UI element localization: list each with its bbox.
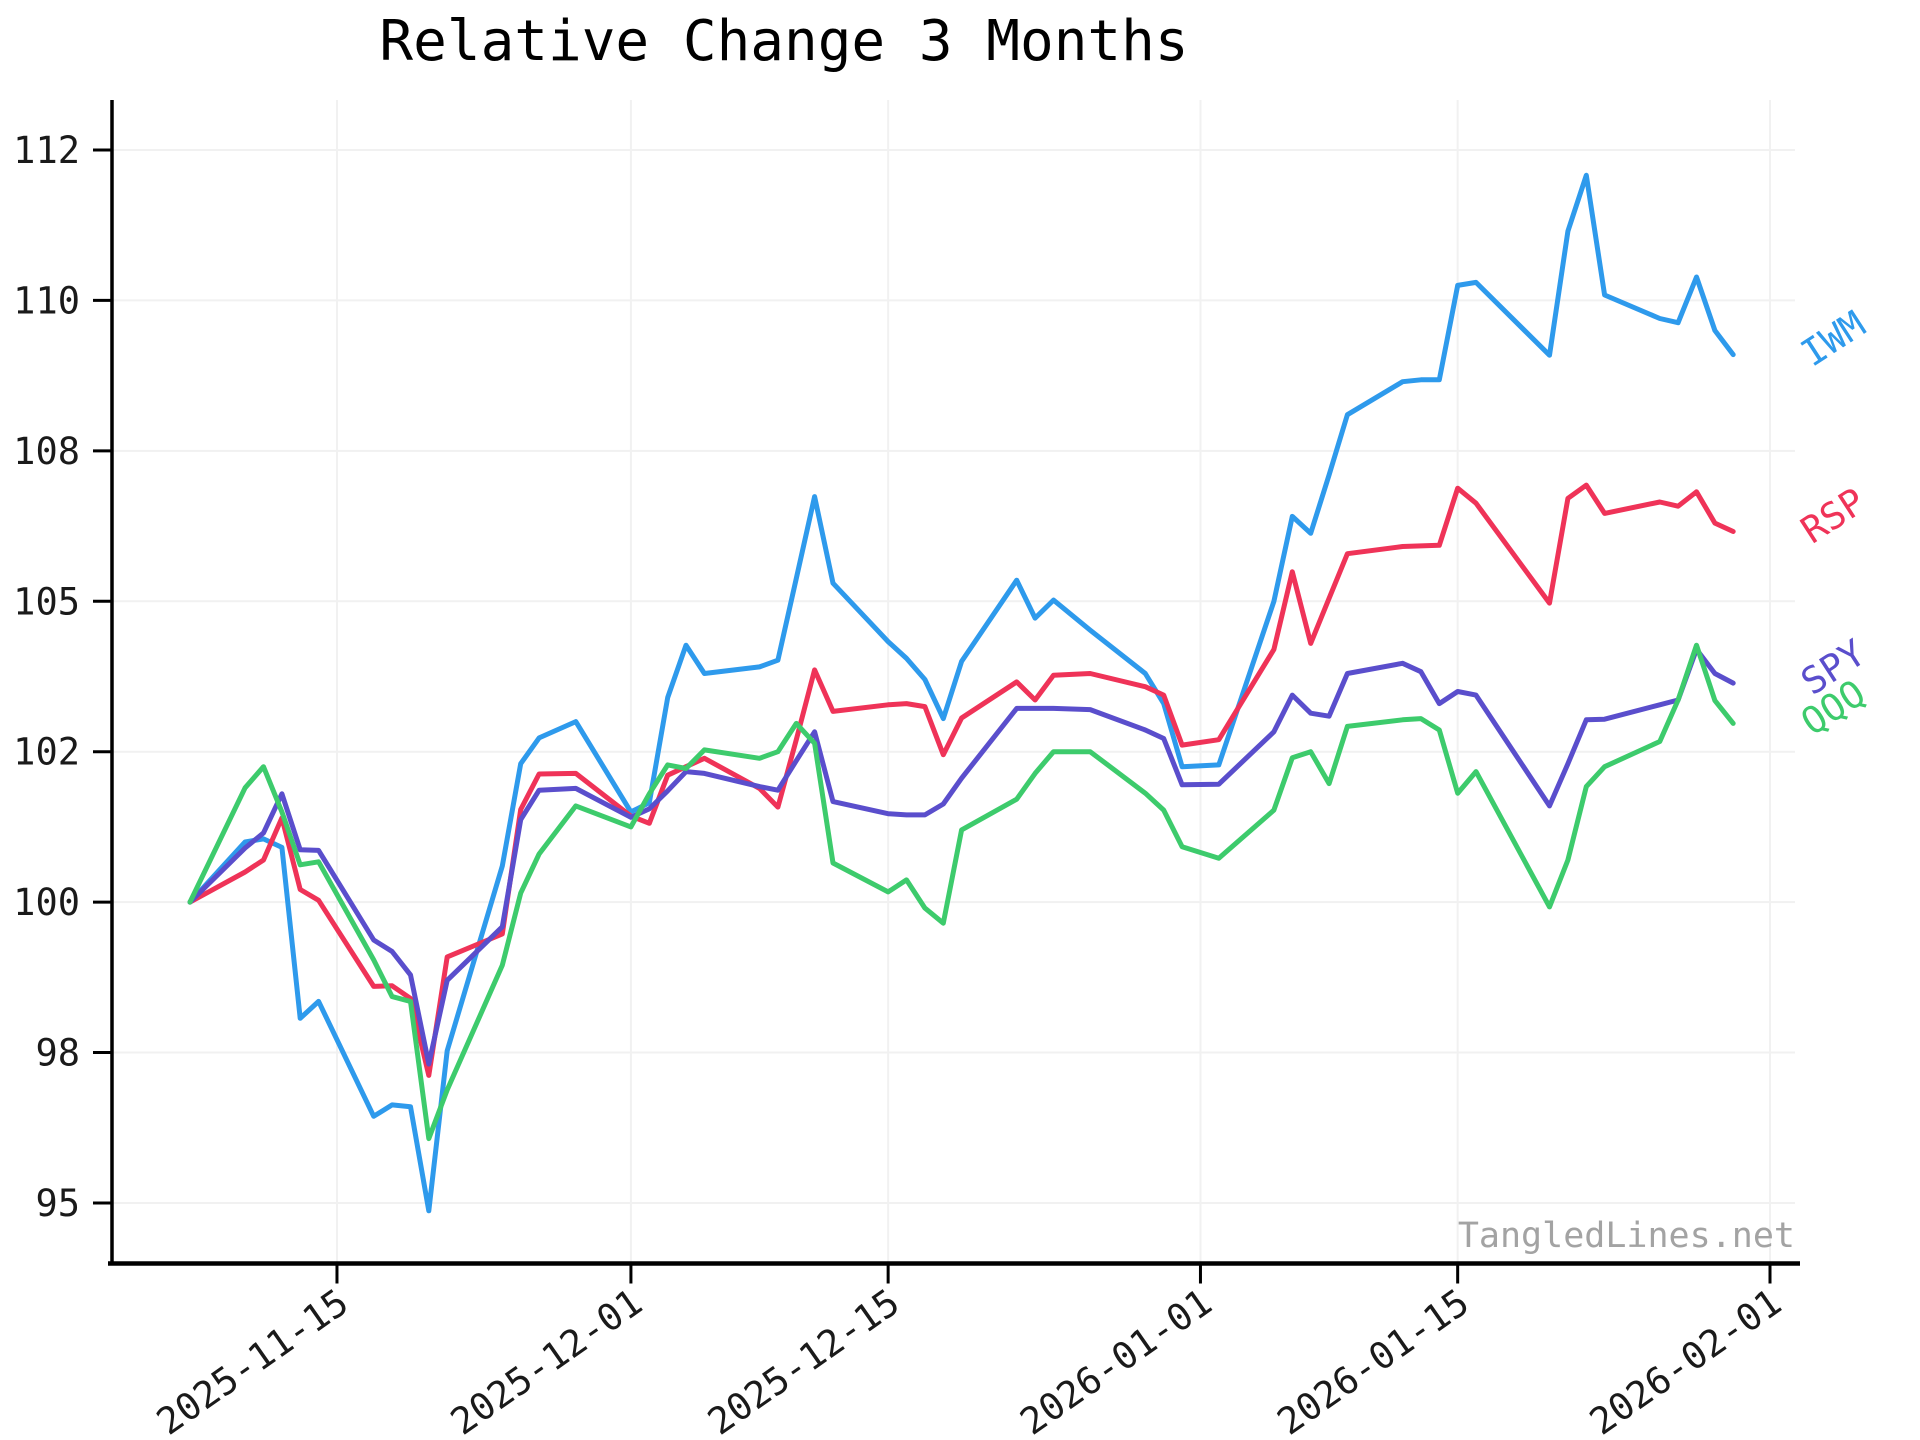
series-line-qqq [187, 642, 1736, 1142]
y-tick-label: 112 [13, 129, 80, 172]
series-lines [187, 172, 1736, 1214]
watermark: TangledLines.net [1458, 1216, 1795, 1256]
x-tick-label: 2025-12-01 [443, 1281, 650, 1440]
x-tick-label: 2025-12-15 [700, 1281, 907, 1440]
x-tick-label: 2026-02-01 [1582, 1281, 1789, 1440]
y-tick-label: 108 [13, 430, 80, 473]
y-tick-label: 100 [13, 881, 80, 924]
y-tick-label: 110 [13, 279, 80, 322]
legend-label-iwm: IWM [1793, 303, 1872, 375]
x-tick-label: 2026-01-01 [1012, 1281, 1219, 1440]
x-axis-tick-labels: 2025-11-15 2025-12-01 2025-12-15 2026-01-01… [149, 1281, 1789, 1440]
x-tick-label: 2025-11-15 [149, 1281, 356, 1440]
axes [93, 100, 1800, 1284]
series-line-iwm [187, 172, 1736, 1214]
y-tick-label: 102 [13, 731, 80, 774]
x-tick-label: 2026-01-15 [1270, 1281, 1477, 1440]
y-axis-tick-labels: 112 110 108 105 102 100 98 95 [13, 129, 80, 1225]
y-tick-label: 105 [13, 580, 80, 623]
series-line-spy [187, 646, 1736, 1067]
y-tick-label: 98 [35, 1032, 80, 1075]
y-tick-label: 95 [35, 1182, 80, 1225]
legend-label-rsp: RSP [1793, 480, 1872, 552]
gridlines [112, 100, 1795, 1264]
chart-title: Relative Change 3 Months [379, 9, 1188, 74]
